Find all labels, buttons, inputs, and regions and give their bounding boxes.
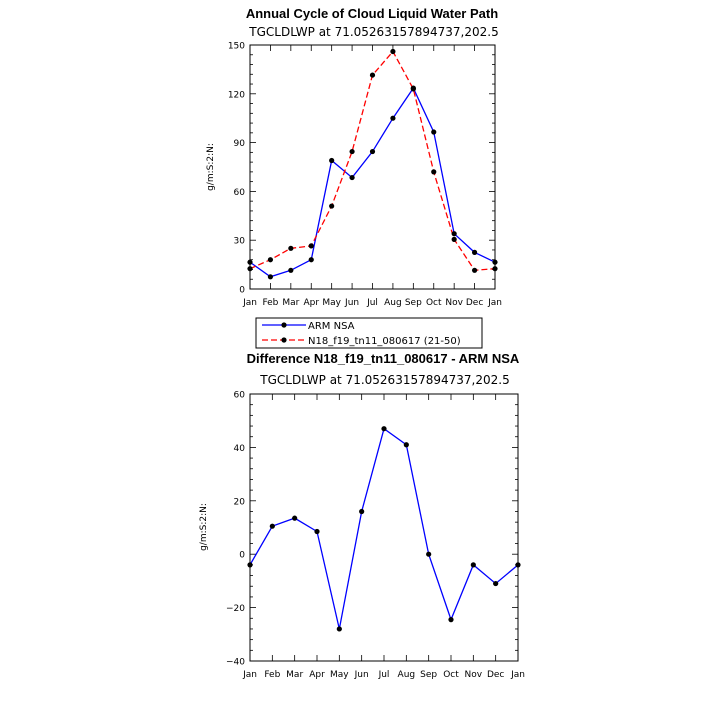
chart2-xtick-label: Oct: [443, 670, 459, 680]
chart2-xtick-label: Aug: [398, 670, 416, 680]
chart2-xtick-label: Jan: [242, 670, 257, 680]
chart1-ytick-label: 90: [234, 139, 246, 149]
chart1-xtick-label: Jul: [366, 298, 378, 308]
chart1-series-0-point: [349, 174, 355, 181]
legend-box: [255, 317, 483, 349]
legend-label-obs: ARM NSA: [308, 321, 355, 332]
chart1-plot: 0 30 60 90 120 150 Jan Feb Mar Apr May Jun Jul Aug Sep…: [228, 42, 502, 309]
chart2-xtick-label: Jan: [510, 670, 525, 680]
chart1-ytick-label: 0: [239, 286, 245, 296]
chart2-series-0-point: [269, 523, 275, 529]
chart1-series-1-point: [369, 72, 376, 78]
chart1-xtick-label: Jun: [344, 298, 359, 308]
chart1-series-0-point: [329, 157, 335, 164]
chart2-xtick-label: Sep: [420, 670, 437, 680]
chart2-frame: [249, 393, 519, 662]
chart1-ytick-label: 120: [228, 90, 245, 100]
chart1-xtick-label: Jan: [487, 298, 502, 308]
chart1-series-0-point: [369, 148, 376, 155]
chart1-series-0-point: [288, 267, 294, 273]
chart1-xtick-label: Sep: [405, 298, 422, 308]
chart2-ytick-label: −20: [226, 604, 245, 614]
chart2-xtick-label: Mar: [286, 670, 303, 680]
chart1-series-0-point: [492, 259, 498, 265]
chart2-title: Difference N18_f19_tn11_080617 - ARM NSA: [247, 351, 520, 366]
chart2-series-0-point: [403, 442, 409, 448]
chart2-plot: −40 −20 0 20 40 60 Jan Feb Mar Apr May Jun Jul Aug Sep…: [226, 391, 525, 681]
chart2-series-0-point: [359, 508, 365, 515]
chart1-series-1-point: [308, 243, 314, 249]
chart1-series-1-point: [410, 86, 416, 92]
chart1-series-0-point: [390, 115, 396, 121]
chart1-series-0-point: [431, 129, 437, 135]
chart2-xtick-label: Feb: [264, 670, 280, 680]
chart1-xtick-label: Oct: [426, 298, 442, 308]
chart1-xtick-label: Apr: [303, 298, 319, 308]
chart1-series-1-point: [492, 266, 498, 272]
chart2-xtick-label: Jul: [378, 670, 390, 680]
chart1-series-1-point: [451, 236, 457, 242]
chart2-series-0-point: [448, 617, 454, 623]
chart1-series-1-point: [431, 169, 437, 175]
chart1-series-0-point: [471, 249, 478, 255]
chart1-series-1-point: [349, 148, 355, 155]
chart1-series-1-point: [390, 48, 396, 55]
chart2-series-0-point: [314, 528, 320, 535]
chart1-xtick-label: Aug: [384, 298, 402, 308]
chart2-ytick-label: 20: [234, 497, 246, 507]
chart1-series-1-point: [247, 266, 253, 272]
chart2-ylabel: g/m:S:2:N:: [199, 503, 209, 551]
chart1-xtick-label: May: [322, 298, 341, 308]
chart2-series-0-line: [249, 427, 519, 630]
chart1-ytick-label: 150: [228, 42, 245, 52]
chart2-ytick-label: −40: [226, 658, 245, 668]
chart1-series-0-point: [451, 231, 457, 237]
legend-marker-obs: [281, 322, 287, 328]
legend-marker-model: [281, 337, 287, 343]
chart1-series-0-point: [247, 259, 253, 265]
chart2-xtick-label: Dec: [487, 670, 504, 680]
chart1-legend: ARM NSA N18_f19_tn11_080617 (21-50): [255, 317, 483, 349]
chart2-series-0-point: [426, 551, 432, 557]
chart2-series-0-point: [470, 562, 476, 568]
chart2-series-0-point: [292, 515, 298, 521]
chart2-xtick-label: Apr: [309, 670, 325, 680]
chart1-series-0-point: [267, 274, 274, 280]
legend-label-model: N18_f19_tn11_080617 (21-50): [308, 336, 461, 347]
chart2-subtitle: TGCLDLWP at 71.05263157894737,202.5: [259, 373, 509, 387]
chart1-series-1-point: [267, 257, 274, 263]
chart2-ytick-label: 60: [234, 391, 246, 401]
chart1-ytick-label: 30: [234, 237, 246, 247]
chart1-frame: [249, 44, 496, 290]
chart1-ytick-label: 60: [234, 188, 246, 198]
chart1-series-0-point: [308, 257, 314, 263]
chart2-series-0-point: [336, 626, 342, 632]
chart1-series-1-point: [288, 245, 294, 251]
chart1-title: Annual Cycle of Cloud Liquid Water Path: [246, 6, 498, 21]
chart1-series-1-point: [471, 267, 478, 273]
chart2-series-0-point: [247, 562, 253, 568]
chart2-series-0-point: [515, 562, 521, 568]
chart2-series-0-point: [381, 426, 387, 432]
chart1-xtick-label: Jan: [242, 298, 257, 308]
chart2-xtick-label: Jun: [354, 670, 369, 680]
chart1-xtick-label: Dec: [466, 298, 483, 308]
chart2-xtick-label: Nov: [465, 670, 483, 680]
chart1-series-0-line: [249, 86, 496, 278]
chart2-xtick-label: May: [330, 670, 349, 680]
chart2-ytick-label: 0: [239, 551, 245, 561]
chart2-ytick-label: 40: [234, 444, 246, 454]
chart1-xtick-label: Nov: [445, 298, 463, 308]
chart2-series-0-point: [493, 580, 499, 587]
chart1-ylabel: g/m:S:2:N:: [206, 143, 216, 191]
chart1-series-1-point: [329, 203, 335, 209]
chart1-xtick-label: Feb: [262, 298, 278, 308]
chart1-xtick-label: Mar: [282, 298, 299, 308]
chart1-subtitle: TGCLDLWP at 71.05263157894737,202.5: [248, 25, 498, 39]
